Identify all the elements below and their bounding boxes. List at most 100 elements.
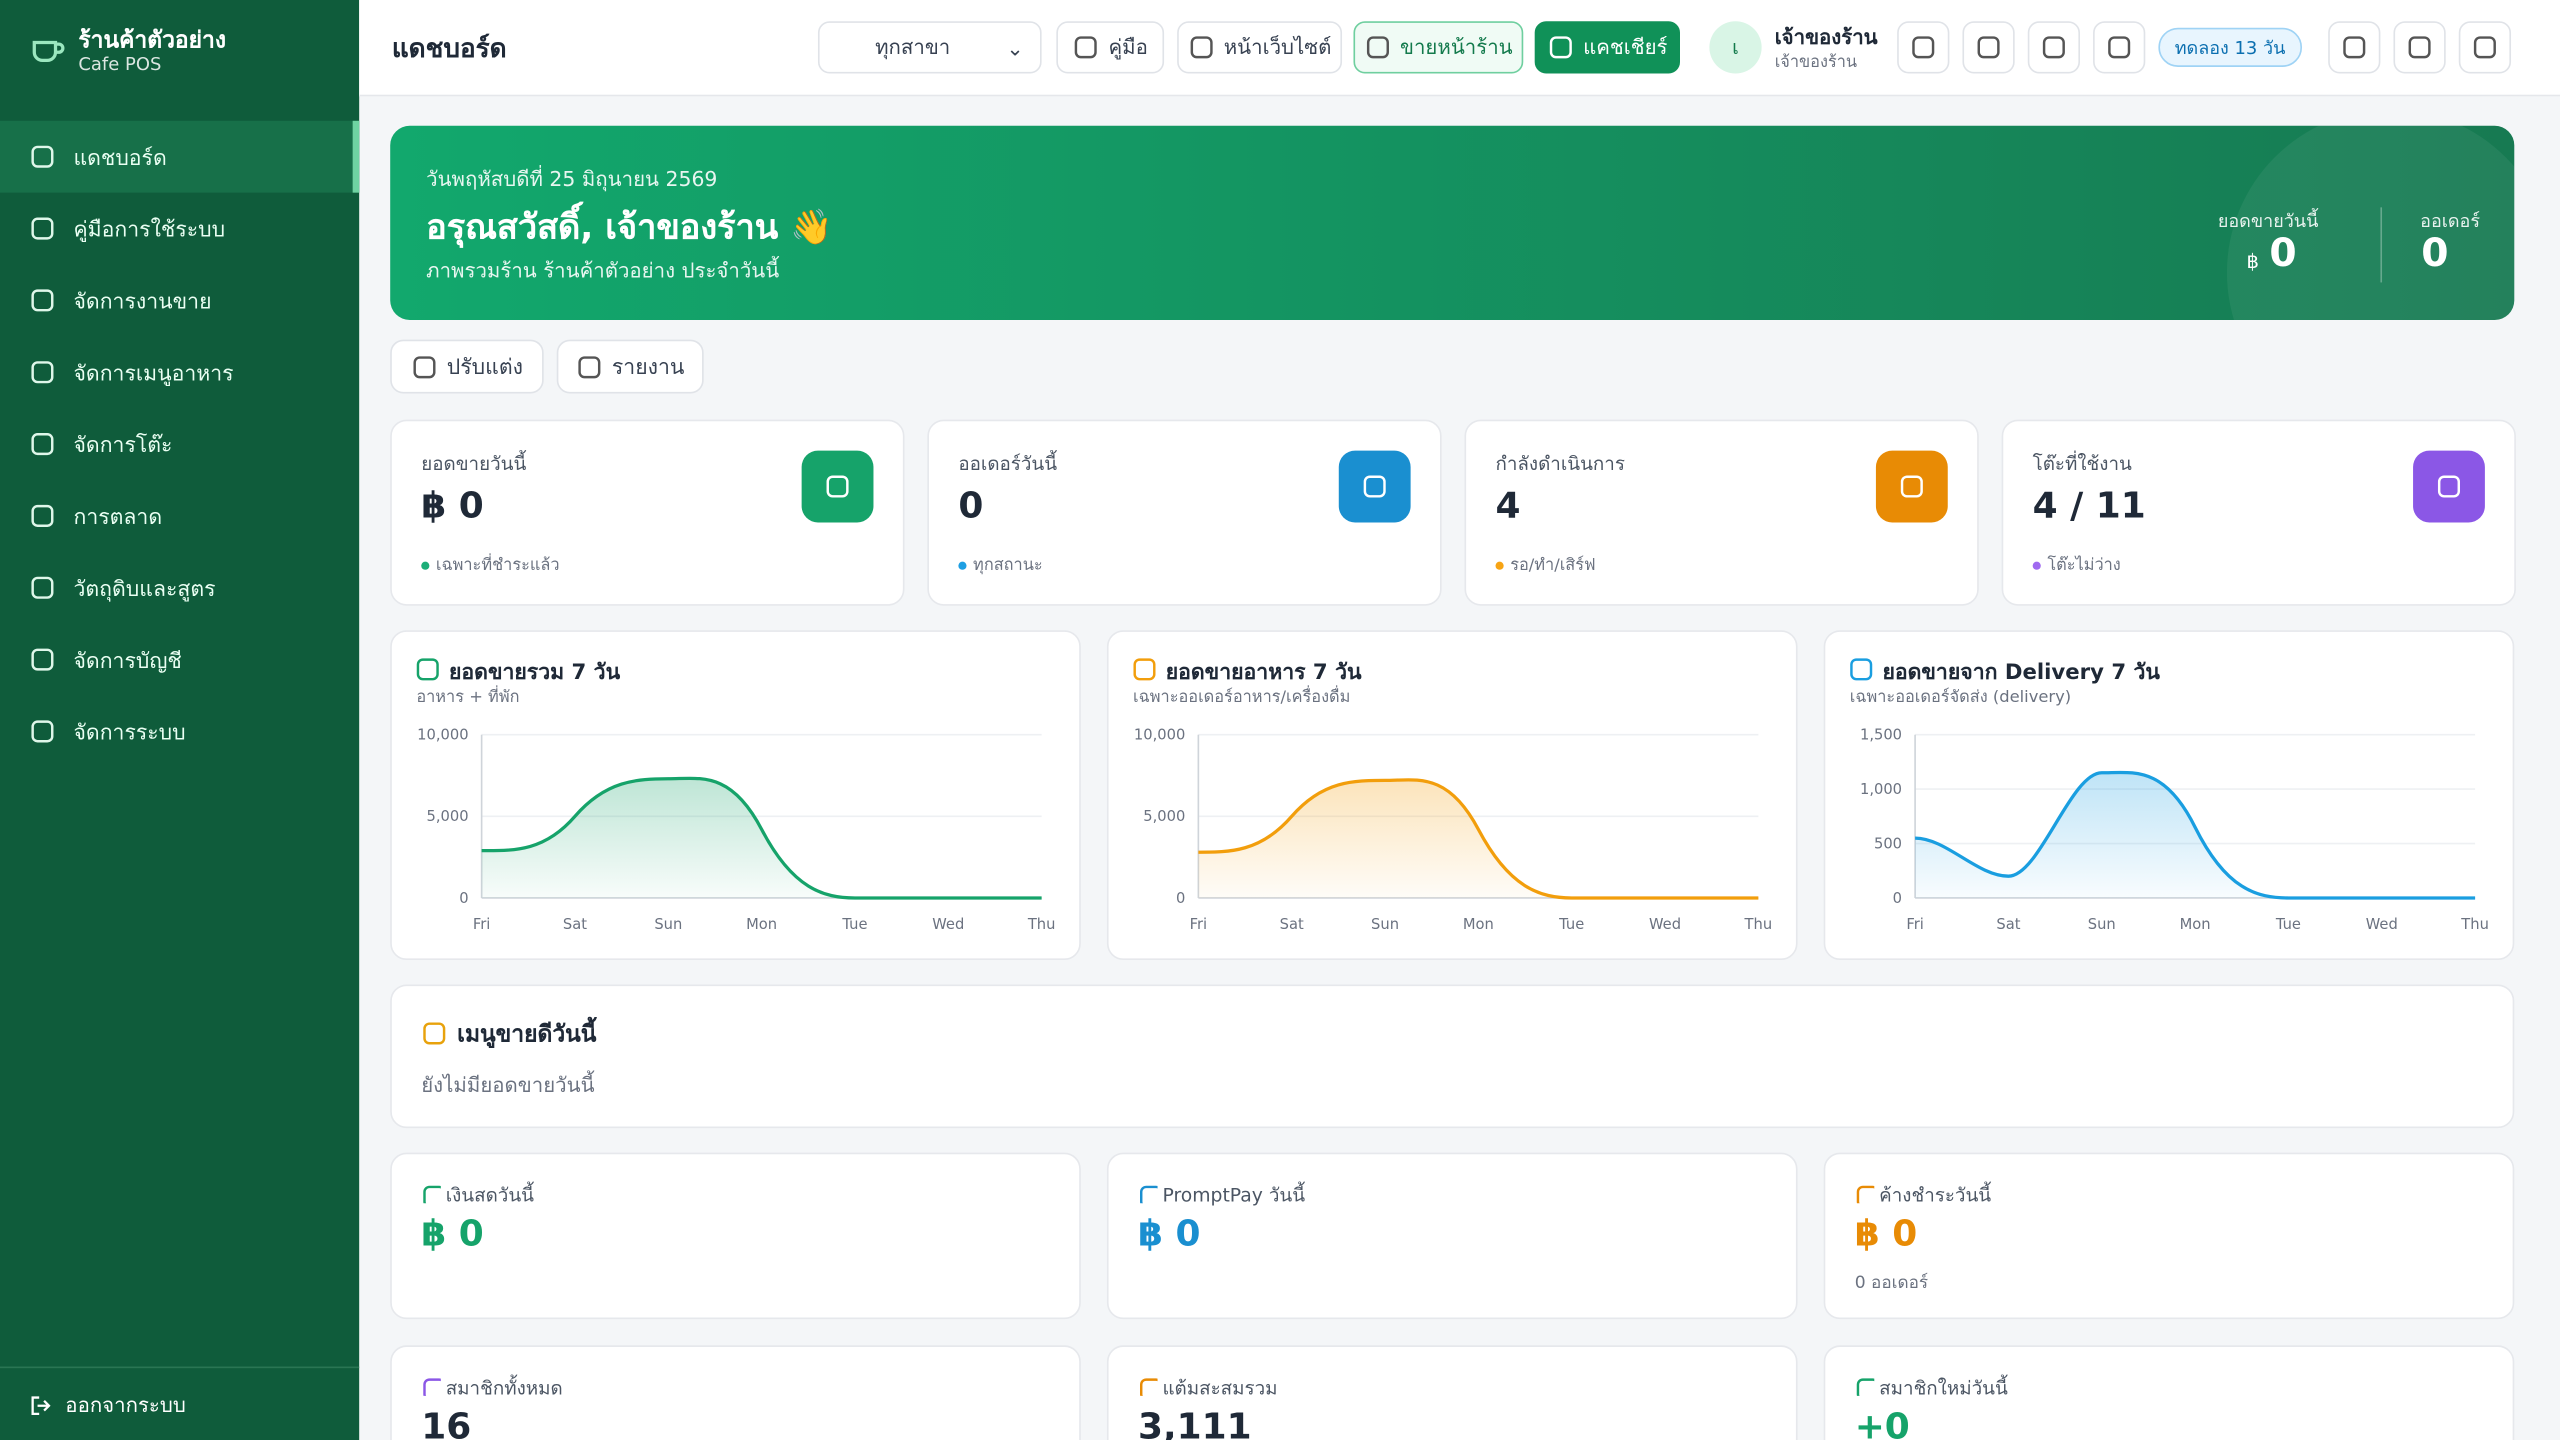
icon-shape (1366, 36, 1389, 59)
top-menu-card: เมนูขายดีวันนี้ ยังไม่มียอดขายวันนี้ (390, 984, 2515, 1129)
icon (2042, 36, 2065, 59)
icon-shape (1850, 658, 1873, 681)
y-tick-label: 500 (1874, 835, 1902, 852)
x-tick-label: Sun (2088, 916, 2116, 933)
dot (2032, 560, 2041, 569)
user-role: เจ้าของร้าน (1774, 53, 1858, 72)
menu-item[interactable]: จัดการงานขาย (0, 264, 359, 336)
button-label: คู่มือ (1108, 34, 1148, 59)
y-tick-label: 10,000 (1134, 727, 1185, 744)
menu-label: วัตถุดิบและสูตร (73, 577, 216, 602)
topbar-button[interactable]: ขายหน้าร้าน (1353, 21, 1524, 74)
member-card: แต้มสะสมรวม 3,111 (1106, 1345, 1798, 1440)
stat-value: 4 (1495, 486, 1521, 528)
icon-shape (826, 475, 849, 498)
icon (416, 658, 439, 681)
icon-button[interactable] (2093, 21, 2146, 74)
divider (2380, 207, 2383, 283)
menu-item[interactable]: วัตถุดิบและสูตร (0, 552, 359, 624)
icon-button[interactable] (1962, 21, 2015, 74)
x-tick-label: Thu (2460, 916, 2489, 933)
chart-title: ยอดขายรวม 7 วัน (448, 661, 621, 686)
icon-shape (31, 289, 54, 312)
icon-shape (31, 648, 54, 671)
stat-note: โต๊ะไม่ว่าง (2032, 553, 2121, 577)
action-button[interactable]: ปรับแต่ง (390, 339, 544, 394)
chart-subtitle: อาหาร + ที่พัก (416, 688, 520, 707)
chart-title: ยอดขายอาหาร 7 วัน (1165, 661, 1362, 686)
stat-note: เฉพาะที่ชำระแล้ว (421, 553, 560, 577)
topbar-button[interactable]: แคชเชียร์ (1534, 21, 1680, 74)
sales-label: ยอดขายวันนี้ (2217, 210, 2319, 232)
icon-shape (416, 658, 439, 681)
icon-shape (2473, 36, 2496, 59)
line (1915, 770, 2476, 900)
logout-label: ออกจากระบบ (65, 1392, 186, 1418)
menu-label: แดชบอร์ด (73, 146, 167, 171)
payment-label: ค้างชำระวันนี้ (1879, 1183, 1992, 1207)
member-card: สมาชิกทั้งหมด 16 (390, 1345, 1081, 1440)
dot (421, 560, 430, 569)
divider (0, 1366, 360, 1369)
menu-item[interactable]: จัดการเมนูอาหาร (0, 336, 359, 408)
topbar-button[interactable]: คู่มือ (1056, 21, 1165, 74)
action-button[interactable]: รายงาน (556, 339, 704, 394)
stat-value: ฿ 0 (421, 486, 484, 528)
action-label: ปรับแต่ง (446, 355, 523, 381)
x-tick-label: Fri (1190, 916, 1208, 933)
trial-badge[interactable]: ทดลอง 13 วัน (2158, 27, 2302, 67)
icon (1140, 1185, 1158, 1204)
icon-button[interactable] (2393, 21, 2446, 74)
icon-button[interactable] (2027, 21, 2080, 74)
icon-shape (1133, 658, 1156, 681)
area (1915, 772, 2476, 898)
action-label: รายงาน (611, 355, 685, 381)
menu-item[interactable]: แดชบอร์ด (0, 120, 360, 193)
branch-label: ทุกสาขา (875, 34, 951, 59)
chart-card: ยอดขายจาก Delivery 7 วัน เฉพาะออเดอร์จัดส… (1823, 630, 2515, 960)
y-tick-label: 1,000 (1860, 781, 1902, 798)
menu-item[interactable]: จัดการระบบ (0, 696, 359, 768)
payment-card: เงินสดวันนี้฿ 0 (390, 1152, 1081, 1320)
icon (31, 576, 54, 599)
x-tick-label: Tue (2275, 916, 2301, 933)
chart: 0 500 1,000 1,500 Fri Sat Sun Mon Tue Wed Thu (1860, 727, 2489, 933)
icon-shape (2437, 475, 2460, 498)
icon-shape (31, 217, 54, 240)
topbar-button[interactable]: หน้าเว็บไซต์ (1177, 21, 1343, 74)
icon (31, 361, 54, 384)
banner-orders: 0 (2421, 230, 2449, 276)
icon (1977, 36, 2000, 59)
top-menu-title: เมนูขายดีวันนี้ (457, 1022, 597, 1049)
member-label: แต้มสะสมรวม (1162, 1376, 1278, 1400)
menu-item[interactable]: จัดการโต๊ะ (0, 408, 359, 480)
menu-item[interactable]: การตลาด (0, 480, 359, 552)
x-tick-label: Thu (1744, 916, 1773, 933)
note-text: โต๊ะไม่ว่าง (2047, 556, 2121, 575)
menu-label: จัดการบัญชี (73, 648, 182, 674)
icon-shape (578, 355, 601, 378)
topbar: แดชบอร์ด ทุกสาขา ⌄ คู่มือ หน้าเว็บไซต์ ขายห… (359, 0, 2560, 97)
member-value: 3,111 (1137, 1407, 1252, 1440)
line (1198, 778, 1759, 900)
icon-button[interactable] (1897, 21, 1950, 74)
icon (2408, 36, 2431, 59)
icon (31, 145, 54, 168)
x-tick-label: Sat (1280, 916, 1304, 933)
logout-icon (31, 1396, 51, 1416)
menu-item[interactable]: คู่มือการใช้ระบบ (0, 193, 359, 265)
x-tick-label: Sat (1996, 916, 2020, 933)
payment-label: PromptPay วันนี้ (1162, 1183, 1306, 1207)
icon-button[interactable] (2328, 21, 2381, 74)
branch-select[interactable]: ทุกสาขา ⌄ (817, 21, 1042, 74)
logout[interactable]: ออกจากระบบ (29, 1389, 186, 1422)
icon (423, 1378, 441, 1396)
icon-shape (423, 1378, 441, 1396)
brand: ร้านค้าตัวอย่าง (78, 27, 227, 54)
x-tick-label: Fri (473, 916, 491, 933)
icon (1189, 36, 1212, 59)
menu-item[interactable]: จัดการบัญชี (0, 624, 359, 696)
icon-button[interactable] (2458, 21, 2512, 74)
brand-subtitle: Cafe POS (78, 53, 162, 76)
menu-label: จัดการโต๊ะ (73, 433, 173, 458)
